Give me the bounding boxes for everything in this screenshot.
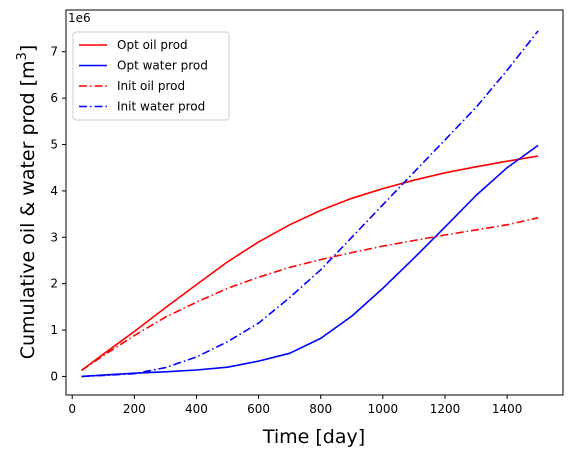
x-tick-label: 800 (309, 402, 332, 416)
y-tick-label: 6 (50, 91, 58, 105)
legend-label: Opt water prod (117, 59, 208, 73)
y-axis-title: Cumulative oil & water prod [m3] (15, 45, 39, 360)
y-tick-label: 4 (50, 184, 58, 198)
x-tick-label: 600 (247, 402, 270, 416)
x-axis: 0 200 400 600 800 1000 1200 1400 (68, 395, 522, 416)
series-line-2 (81, 144, 539, 378)
y-axis-title-sup: 3 (15, 52, 30, 60)
legend-label: Init oil prod (117, 79, 185, 93)
legend: Opt oil prod Opt water prod Init oil prod I… (72, 31, 230, 121)
x-tick-label: 1400 (492, 402, 523, 416)
series-line-3 (81, 217, 539, 372)
y-axis-title-main: Cumulative oil & water prod [m (17, 60, 39, 359)
y-axis-title-end: ] (17, 45, 39, 52)
y-tick-label: 3 (50, 230, 58, 244)
series-line-1 (81, 155, 539, 372)
legend-entries: Opt oil prod Opt water prod Init oil prod I… (79, 38, 208, 114)
x-tick-label: 1000 (368, 402, 399, 416)
plot-frame (65, 9, 564, 396)
y-offset-text: 1e6 (68, 11, 91, 25)
y-tick-label: 5 (50, 138, 58, 152)
series-layer (81, 30, 539, 378)
x-tick-label: 400 (185, 402, 208, 416)
y-tick-label: 2 (50, 277, 58, 291)
legend-box (72, 31, 230, 121)
x-axis-title: Time [day] (262, 426, 365, 448)
y-tick-label: 0 (50, 369, 58, 383)
y-axis: 0 1 2 3 4 5 6 7 (50, 45, 66, 383)
x-tick-label: 200 (123, 402, 146, 416)
legend-label: Opt oil prod (117, 38, 188, 52)
y-tick-label: 7 (50, 45, 58, 59)
x-tick-label: 1200 (430, 402, 461, 416)
series-line-4 (81, 30, 539, 378)
legend-label: Init water prod (117, 100, 205, 114)
y-tick-label: 1 (50, 323, 58, 337)
x-tick-label: 0 (68, 402, 76, 416)
